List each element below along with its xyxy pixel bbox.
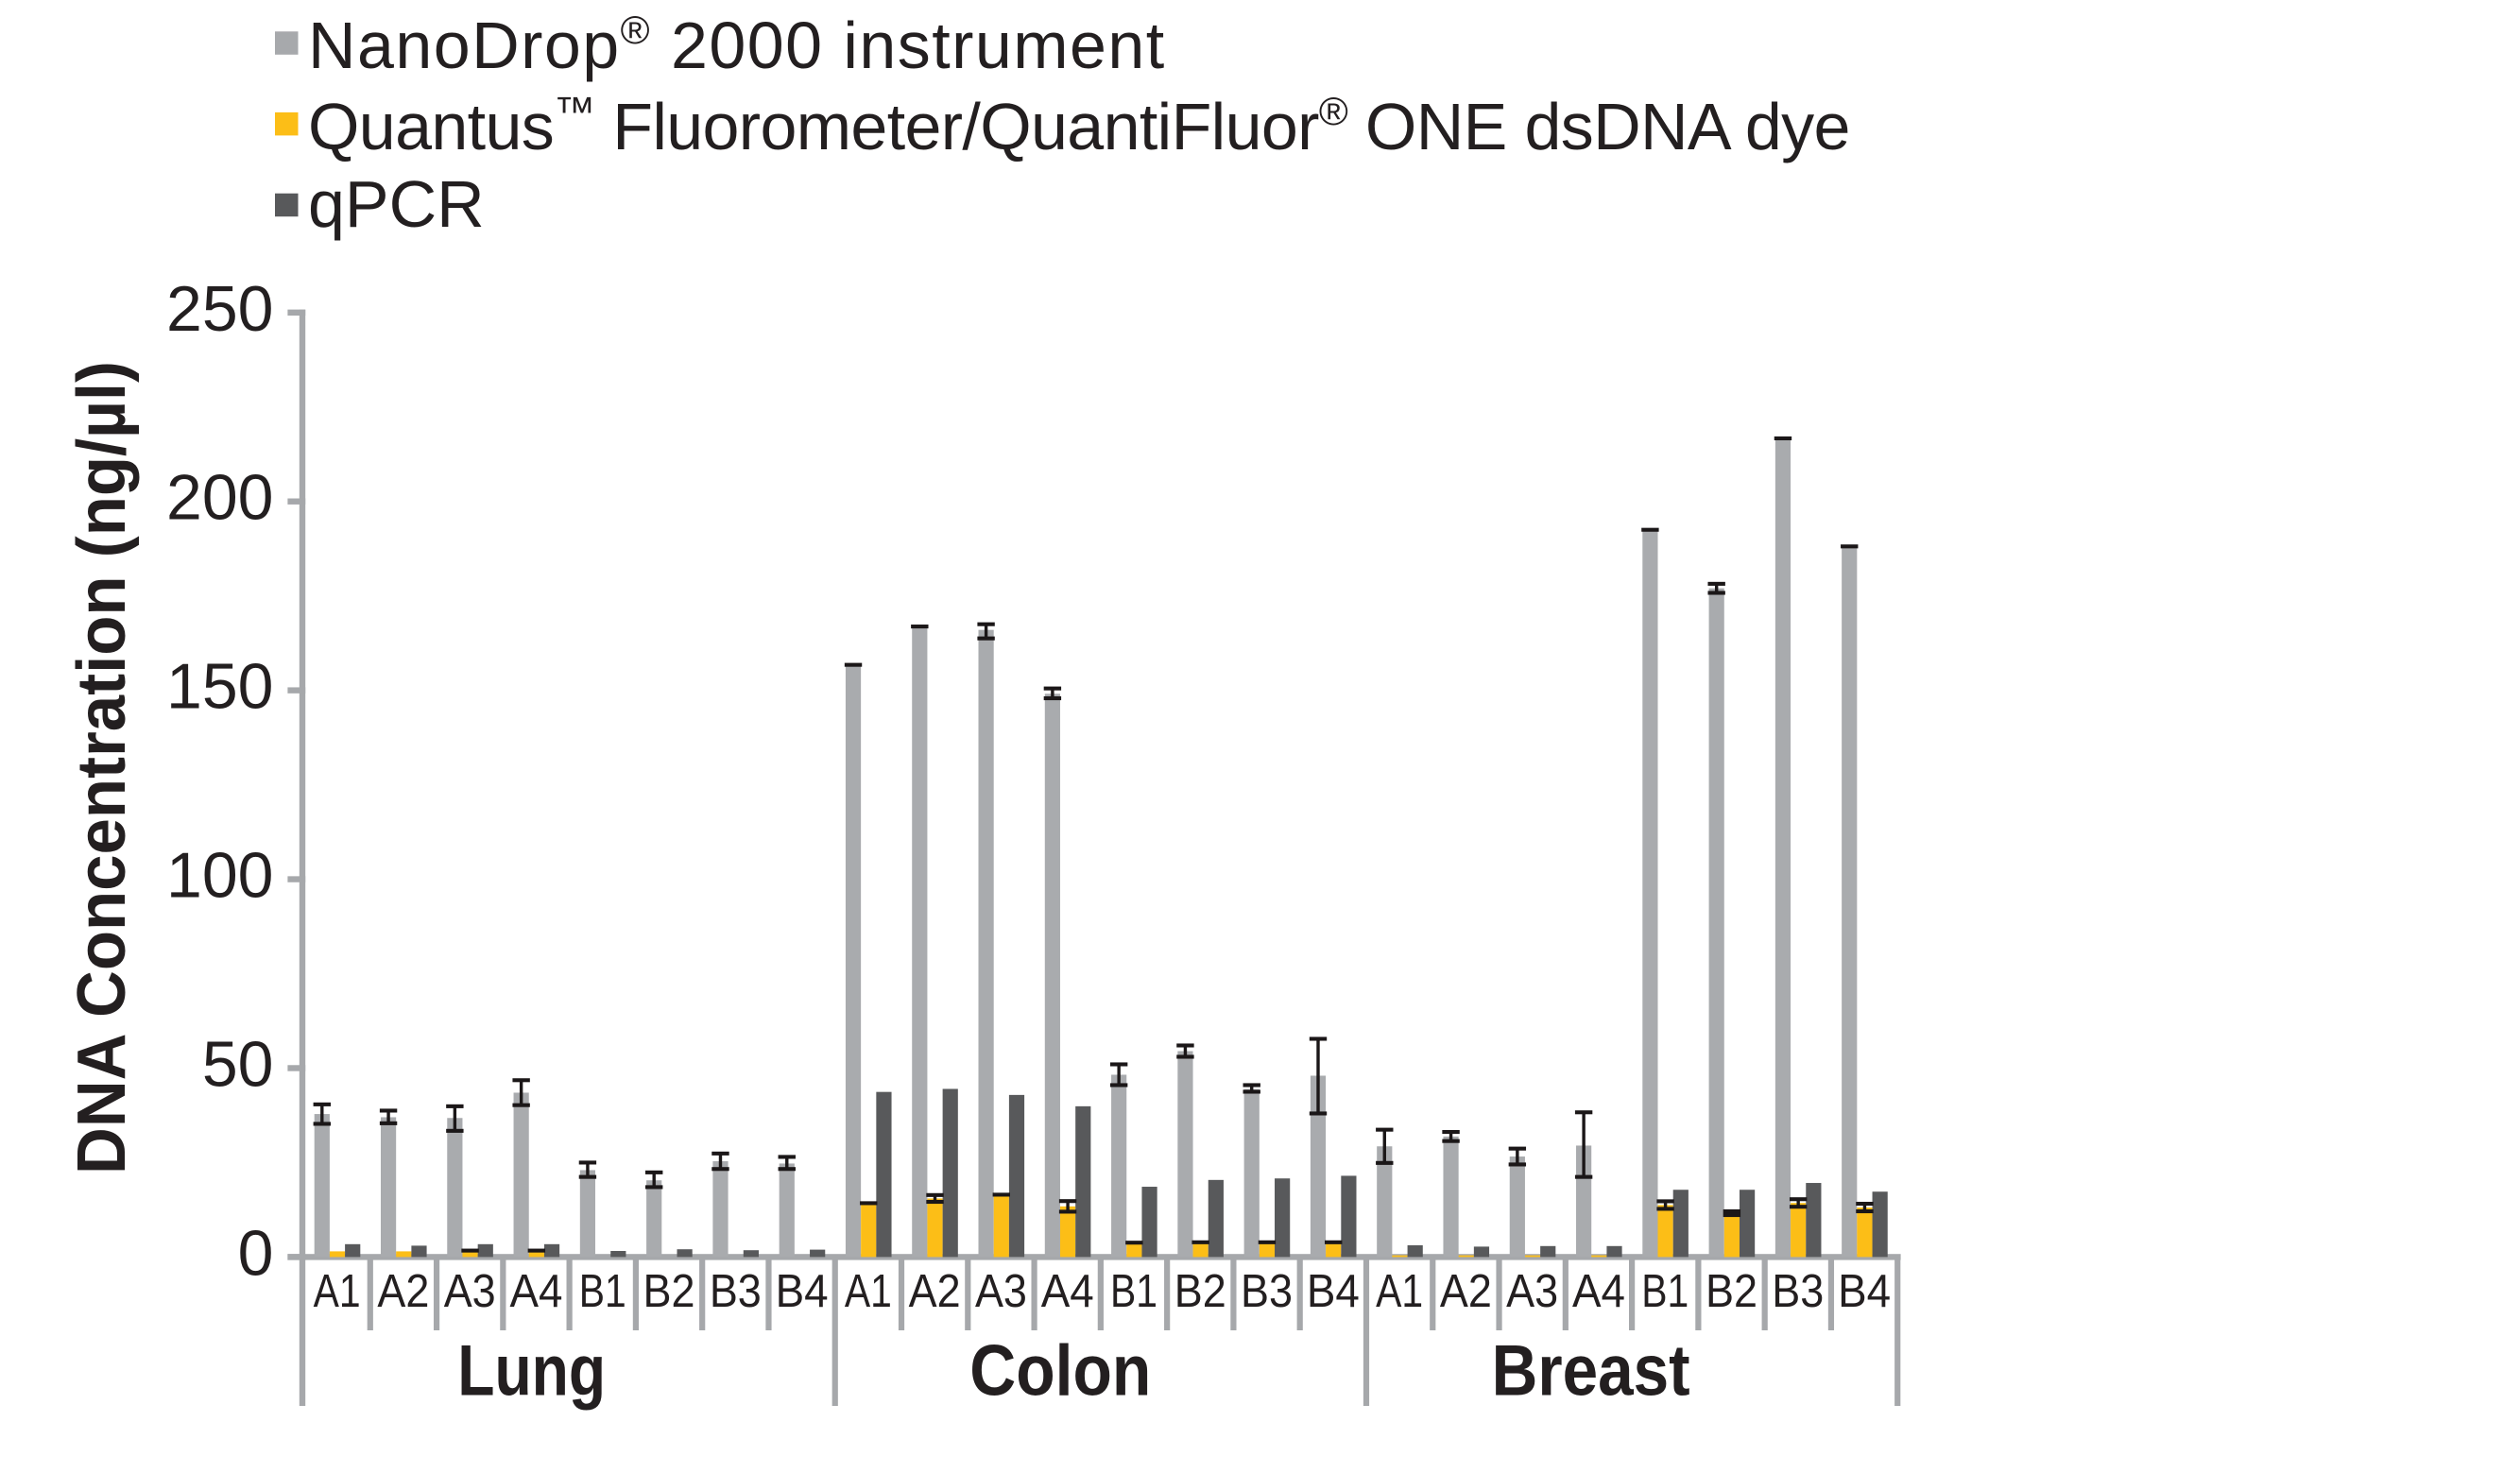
svg-text:A4: A4 [1572, 1266, 1625, 1317]
svg-text:A1: A1 [1376, 1266, 1423, 1317]
svg-text:A2: A2 [377, 1266, 429, 1317]
svg-text:B3: B3 [1772, 1266, 1824, 1317]
svg-text:B4: B4 [1838, 1266, 1891, 1317]
svg-text:B4: B4 [1307, 1266, 1360, 1317]
svg-text:Quantus™ Fluorometer/QuantiFlu: Quantus™ Fluorometer/QuantiFluor® ONE ds… [308, 89, 1850, 163]
svg-text:B2: B2 [643, 1266, 695, 1317]
svg-text:qPCR: qPCR [308, 167, 485, 241]
svg-text:B3: B3 [1241, 1266, 1293, 1317]
svg-text:Breast: Breast [1492, 1331, 1690, 1412]
svg-text:A4: A4 [1041, 1266, 1094, 1317]
svg-text:A2: A2 [909, 1266, 961, 1317]
svg-text:DNA Concentration (ng/µl): DNA Concentration (ng/µl) [64, 361, 140, 1174]
svg-text:A1: A1 [314, 1266, 361, 1317]
svg-text:A4: A4 [509, 1266, 562, 1317]
svg-text:250: 250 [166, 273, 273, 345]
svg-text:100: 100 [166, 840, 273, 912]
svg-text:B1: B1 [579, 1266, 626, 1317]
svg-text:B2: B2 [1174, 1266, 1226, 1317]
svg-text:A1: A1 [845, 1266, 892, 1317]
svg-text:B2: B2 [1706, 1266, 1757, 1317]
svg-text:B4: B4 [776, 1266, 829, 1317]
svg-text:150: 150 [166, 651, 273, 723]
svg-text:Lung: Lung [457, 1331, 606, 1412]
svg-text:0: 0 [238, 1217, 274, 1289]
svg-text:200: 200 [166, 462, 273, 534]
svg-text:NanoDrop® 2000 instrument: NanoDrop® 2000 instrument [308, 8, 1166, 82]
svg-text:B1: B1 [1110, 1266, 1157, 1317]
svg-text:B1: B1 [1641, 1266, 1689, 1317]
svg-text:Colon: Colon [969, 1331, 1151, 1412]
svg-text:50: 50 [202, 1028, 274, 1100]
svg-text:A3: A3 [975, 1266, 1027, 1317]
svg-text:A3: A3 [1506, 1266, 1558, 1317]
svg-text:A3: A3 [444, 1266, 496, 1317]
svg-text:B3: B3 [710, 1266, 762, 1317]
svg-text:A2: A2 [1440, 1266, 1492, 1317]
